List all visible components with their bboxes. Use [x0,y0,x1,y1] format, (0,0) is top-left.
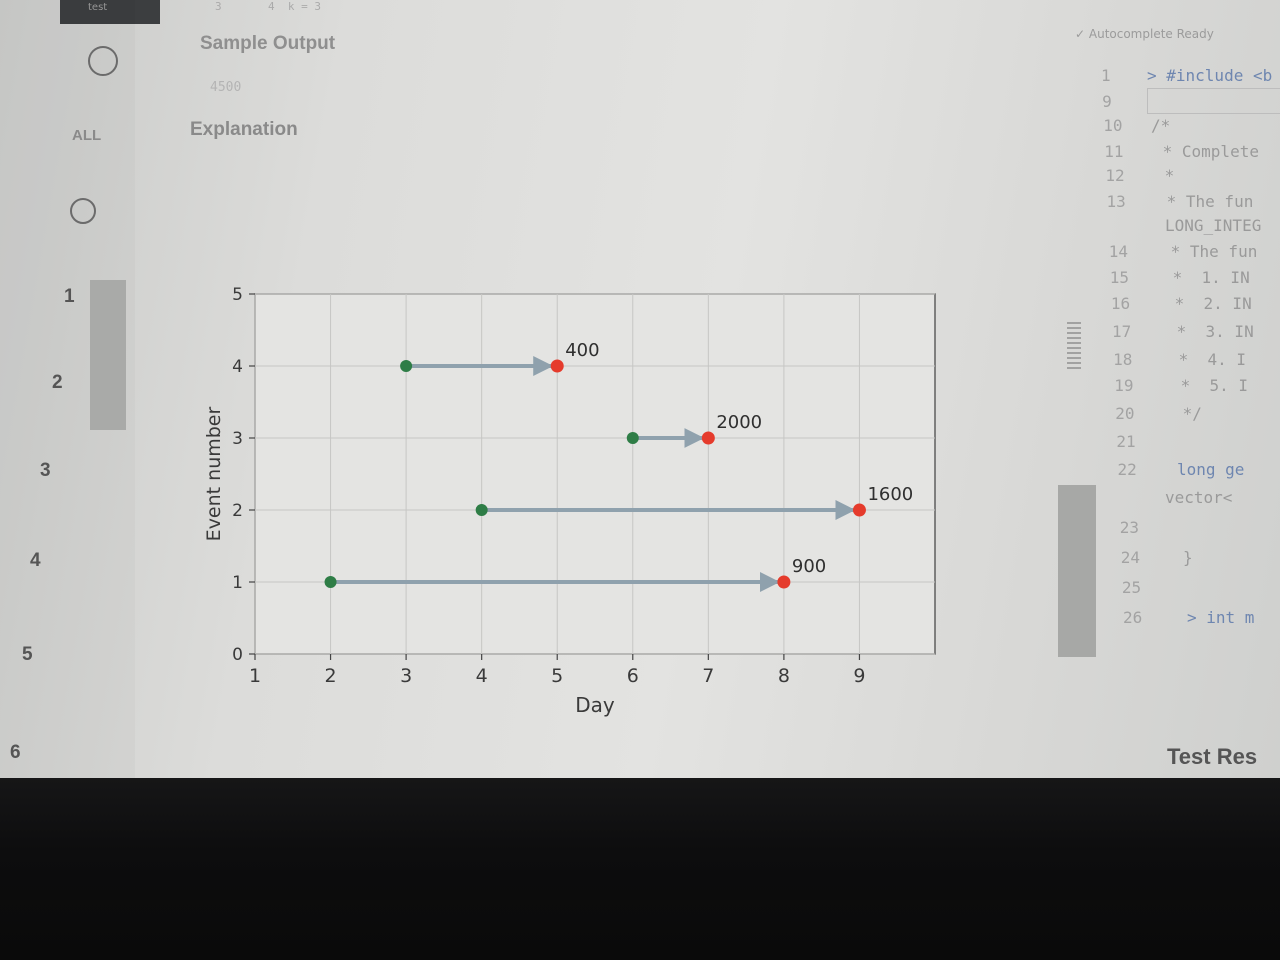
question-number-2[interactable]: 2 [52,372,63,393]
y-tick-label: 3 [232,429,243,449]
code-line: * 5. I [1171,376,1249,395]
code-line: > int m [1187,608,1255,627]
editor-scrollbar[interactable] [1058,485,1096,657]
y-tick-label: 4 [232,357,243,377]
code-editor[interactable]: ✓ Autocomplete Ready 1 > #include <b 9 10 /*… [1055,0,1280,778]
line-number: 26 [1123,608,1143,627]
code-line: long ge [1177,460,1245,479]
code-line: vector< [1165,488,1233,507]
line-number: 15 [1109,268,1130,287]
autocomplete-status-text: Autocomplete Ready [1088,27,1214,41]
code-line: */ [1173,404,1202,423]
event-start-point [400,360,413,372]
x-tick-label: 4 [476,665,488,687]
monitor-bezel [0,778,1280,960]
event-start-point [324,576,337,588]
x-axis-label: Day [575,693,615,717]
sample-output-value: 4500 [210,80,242,95]
edit-icon[interactable] [88,46,118,76]
clock-icon[interactable] [70,198,96,224]
problem-input-line: 3 4 k = 3 [215,0,321,13]
code-line: * Complete [1153,142,1259,161]
y-tick-label: 2 [232,501,243,521]
event-end-point [852,503,866,517]
line-number: 24 [1120,548,1141,567]
question-number-1[interactable]: 1 [64,286,75,307]
y-axis-label: Event number [203,407,225,542]
code-line: LONG_INTEG [1165,216,1262,235]
line-number: 20 [1115,404,1135,423]
x-tick-label: 5 [551,665,563,687]
line-number: 9 [1102,92,1112,111]
line-number: 11 [1104,142,1124,161]
explanation-title: Explanation [190,119,298,140]
code-line: * 2. IN [1165,294,1252,313]
line-number: 16 [1110,294,1131,313]
x-tick-label: 1 [249,665,261,687]
line-number: 25 [1121,578,1142,597]
line-number: 14 [1108,242,1128,261]
y-tick-label: 5 [232,285,243,305]
event-end-point [701,431,715,445]
top-tab-label: test [88,2,108,13]
line-number: 10 [1103,116,1123,135]
line-number: 21 [1116,432,1136,451]
event-start-point [626,432,639,444]
code-line: * [1155,166,1175,185]
question-number-5[interactable]: 5 [22,644,33,665]
question-number-3[interactable]: 3 [40,460,51,481]
question-number-6[interactable]: 6 [10,742,21,763]
all-filter-label[interactable]: ALL [72,127,102,144]
x-tick-label: 7 [702,665,714,687]
code-line: * 3. IN [1167,322,1254,341]
y-tick-label: 1 [232,573,243,593]
line-number: 23 [1119,518,1139,537]
x-tick-label: 3 [400,665,412,687]
top-tab[interactable]: test [60,0,160,24]
line-number: 19 [1114,376,1134,395]
test-results-tab[interactable]: Test Res [1167,744,1258,769]
line-number: 18 [1113,350,1133,369]
code-line: > #include <b [1147,66,1273,85]
line-number: 12 [1105,166,1125,185]
left-rail: ALL 1 2 3 4 5 6 [0,0,135,778]
plot-area [254,293,936,655]
question-number-4[interactable]: 4 [30,550,41,571]
event-value-label: 400 [565,340,599,361]
autocomplete-status: ✓ Autocomplete Ready [1075,27,1214,41]
event-end-point [550,359,564,373]
line-number: 22 [1117,460,1137,479]
event-value-label: 900 [792,556,826,577]
event-value-label: 2000 [716,412,762,433]
rail-scrollbar[interactable] [90,280,126,430]
line-number: 17 [1112,322,1132,341]
sample-output-title: Sample Output [200,33,336,54]
line-number: 13 [1106,192,1126,211]
event-start-point [475,504,488,516]
x-tick-label: 8 [778,665,790,687]
code-line: /* [1151,116,1171,135]
code-line: * 1. IN [1163,268,1250,287]
code-line: * The fun [1161,242,1258,261]
code-line: * The fun [1157,192,1254,211]
code-line: } [1183,548,1193,567]
event-value-label: 1600 [867,484,913,505]
event-end-point [777,575,791,589]
x-tick-label: 6 [627,665,639,687]
x-tick-label: 9 [853,665,865,687]
resize-grip-icon[interactable] [1067,322,1081,372]
editor-inline-input[interactable] [1147,88,1280,114]
screen: test 3 4 k = 3 ALL 1 2 3 4 5 6 Sample Ou… [0,0,1280,778]
line-number: 1 [1101,66,1111,85]
code-line: * 4. I [1169,350,1247,369]
y-tick-label: 0 [232,645,243,665]
x-tick-label: 2 [325,665,337,687]
